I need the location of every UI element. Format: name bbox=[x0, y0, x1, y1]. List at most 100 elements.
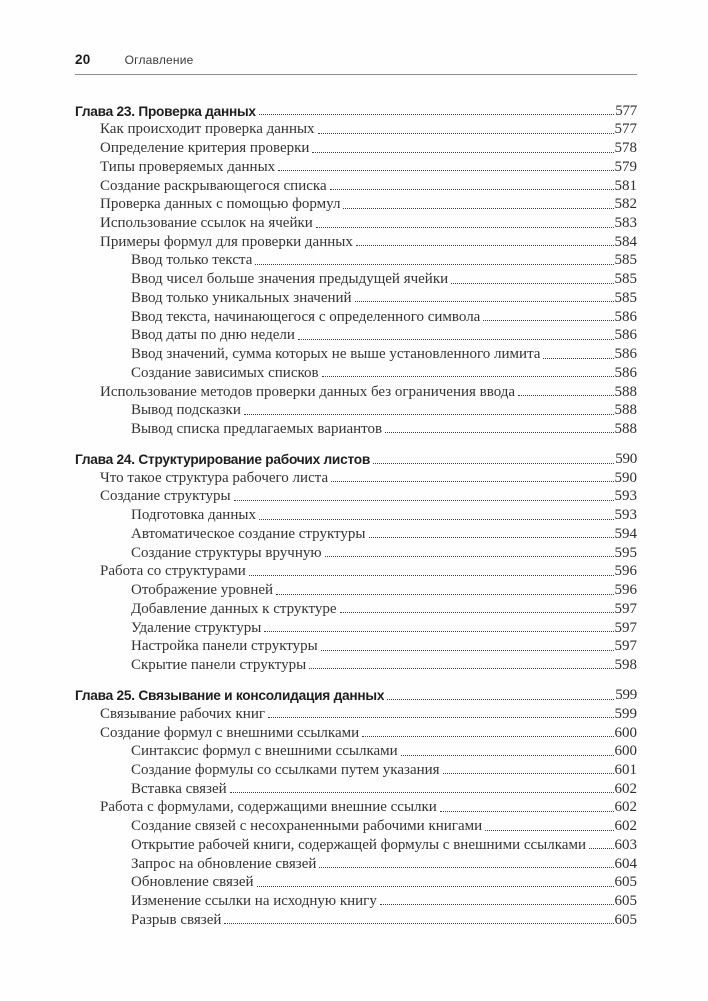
dot-leader bbox=[368, 537, 614, 539]
toc-entry: Ввод текста, начинающегося с определенно… bbox=[75, 306, 637, 325]
entry-title: Ввод значений, сумма которых не выше уст… bbox=[131, 347, 541, 363]
entry-page-number: 598 bbox=[614, 656, 638, 673]
toc-entry: Создание структуры 593 bbox=[75, 486, 637, 505]
dot-leader bbox=[329, 189, 614, 191]
dot-leader bbox=[312, 151, 614, 153]
dot-leader bbox=[385, 432, 614, 434]
dot-leader bbox=[343, 207, 614, 209]
entry-title: Как происходит проверка данных bbox=[100, 122, 315, 138]
toc-entry: Ввод только уникальных значений 585 bbox=[75, 287, 637, 306]
entry-page-number: 601 bbox=[614, 761, 638, 778]
dot-leader bbox=[256, 885, 614, 887]
entry-title: Создание формулы со ссылками путем указа… bbox=[131, 762, 440, 778]
dot-leader bbox=[319, 867, 614, 869]
dot-leader bbox=[324, 556, 614, 558]
entry-title: Связывание рабочих книг bbox=[100, 706, 266, 722]
dot-leader bbox=[451, 282, 614, 284]
dot-leader bbox=[400, 754, 614, 756]
entry-page-number: 594 bbox=[614, 525, 638, 542]
entry-page-number: 584 bbox=[614, 233, 638, 250]
toc-entry: Создание зависимых списков 586 bbox=[75, 362, 637, 381]
chapter-title: Глава 25. Связывание и консолидация данн… bbox=[75, 689, 385, 704]
toc-entry: Определение критерия проверки 578 bbox=[75, 137, 637, 156]
entry-title: Использование методов проверки данных бе… bbox=[100, 384, 516, 400]
dot-leader bbox=[309, 668, 614, 670]
header-rule bbox=[75, 74, 637, 75]
toc-entry: Работа с формулами, содержащими внешние … bbox=[75, 797, 637, 816]
entry-page-number: 602 bbox=[614, 780, 638, 797]
entry-title: Создание зависимых списков bbox=[131, 365, 319, 381]
dot-leader bbox=[268, 717, 614, 719]
entry-page-number: 605 bbox=[614, 911, 638, 928]
toc-entry: Автоматическое создание структуры 594 bbox=[75, 523, 637, 542]
entry-page-number: 585 bbox=[614, 289, 638, 306]
entry-page-number: 602 bbox=[614, 818, 638, 835]
entry-page-number: 583 bbox=[614, 215, 638, 232]
dot-leader bbox=[258, 114, 615, 116]
dot-leader bbox=[379, 904, 614, 906]
entry-title: Вывод списка предлагаемых вариантов bbox=[131, 421, 383, 437]
entry-title: Примеры формул для проверки данных bbox=[100, 234, 353, 250]
dot-leader bbox=[315, 226, 614, 228]
dot-leader bbox=[248, 574, 614, 576]
entry-page-number: 579 bbox=[614, 158, 638, 175]
toc-entry: Создание формулы со ссылками путем указа… bbox=[75, 759, 637, 778]
entry-title: Работа с формулами, содержащими внешние … bbox=[100, 800, 437, 816]
dot-leader bbox=[321, 376, 614, 378]
chapter-page-number: 590 bbox=[615, 451, 637, 468]
entry-title: Создание структуры bbox=[100, 489, 231, 505]
dot-leader bbox=[373, 462, 615, 464]
entry-title: Разрыв связей bbox=[131, 912, 222, 928]
entry-page-number: 588 bbox=[614, 402, 638, 419]
toc-entry: Ввод даты по дню недели 586 bbox=[75, 325, 637, 344]
entry-page-number: 597 bbox=[614, 638, 638, 655]
dot-leader bbox=[297, 338, 614, 340]
dot-leader bbox=[543, 357, 614, 359]
toc-entry: Ввод значений, сумма которых не выше уст… bbox=[75, 343, 637, 362]
dot-leader bbox=[331, 481, 614, 483]
entry-title: Что такое структура рабочего листа bbox=[100, 470, 329, 486]
entry-page-number: 599 bbox=[614, 705, 638, 722]
dot-leader bbox=[387, 698, 615, 700]
toc-entry: Подготовка данных 593 bbox=[75, 504, 637, 523]
toc-list: Глава 23. Проверка данных 577 Как происход… bbox=[75, 100, 637, 928]
toc-entry: Использование ссылок на ячейки 583 bbox=[75, 212, 637, 231]
dot-leader bbox=[588, 848, 614, 850]
entry-title: Удаление структуры bbox=[131, 620, 262, 636]
toc-entry: Запрос на обновление связей 604 bbox=[75, 853, 637, 872]
toc-entry: Вывод подсказки 588 bbox=[75, 400, 637, 419]
entry-page-number: 605 bbox=[614, 874, 638, 891]
dot-leader bbox=[355, 245, 614, 247]
chapter-page-number: 577 bbox=[615, 102, 637, 119]
dot-leader bbox=[362, 736, 614, 737]
entry-title: Добавление данных к структуре bbox=[131, 601, 337, 617]
entry-title: Подготовка данных bbox=[131, 508, 256, 524]
entry-title: Создание связей с несохраненными рабочим… bbox=[131, 819, 483, 835]
toc-entry: Скрытие панели структуры 598 bbox=[75, 654, 637, 673]
entry-title: Создание структуры вручную bbox=[131, 545, 322, 561]
entry-title: Вставка связей bbox=[131, 781, 227, 797]
entry-page-number: 577 bbox=[614, 121, 638, 138]
page-header: 20 Оглавление bbox=[75, 52, 194, 67]
dot-leader bbox=[320, 649, 614, 651]
entry-title: Изменение ссылки на исходную книгу bbox=[131, 893, 377, 909]
entry-page-number: 590 bbox=[614, 469, 638, 486]
entry-page-number: 585 bbox=[614, 252, 638, 269]
toc-entry: Типы проверяемых данных 579 bbox=[75, 156, 637, 175]
entry-page-number: 588 bbox=[614, 383, 638, 400]
entry-title: Ввод чисел больше значения предыдущей яч… bbox=[131, 272, 449, 288]
entry-page-number: 597 bbox=[614, 600, 638, 617]
entry-page-number: 605 bbox=[614, 892, 638, 909]
dot-leader bbox=[339, 612, 614, 614]
entry-page-number: 582 bbox=[614, 196, 638, 213]
toc-entry: Создание связей с несохраненными рабочим… bbox=[75, 815, 637, 834]
toc-entry: Добавление данных к структуре 597 bbox=[75, 598, 637, 617]
entry-title: Работа со структурами bbox=[100, 564, 246, 580]
entry-page-number: 596 bbox=[614, 563, 638, 580]
dot-leader bbox=[229, 792, 614, 794]
toc-entry: Разрыв связей 605 bbox=[75, 909, 637, 928]
toc-entry: Создание формул с внешними ссылками 600 bbox=[75, 722, 637, 741]
dot-leader bbox=[258, 518, 614, 520]
entry-page-number: 586 bbox=[614, 327, 638, 344]
dot-leader bbox=[233, 499, 614, 501]
